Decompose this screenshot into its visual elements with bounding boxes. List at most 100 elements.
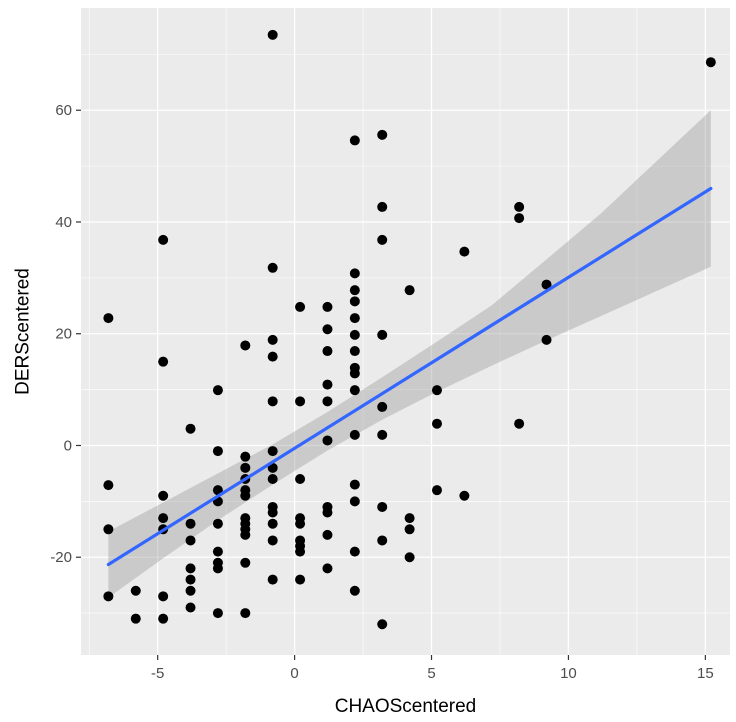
data-point: [267, 518, 278, 529]
data-point: [541, 334, 552, 345]
x-tick-label: -5: [151, 665, 164, 682]
data-point: [514, 213, 525, 224]
data-point: [349, 135, 360, 146]
data-point: [267, 29, 278, 40]
data-point: [295, 474, 306, 485]
data-point: [158, 234, 169, 245]
data-point: [431, 418, 442, 429]
data-point: [705, 57, 716, 68]
y-tick-label: 0: [64, 437, 72, 454]
data-point: [185, 602, 196, 613]
x-axis-ticks: -5 0 5 10 15: [151, 655, 714, 682]
data-point: [185, 574, 196, 585]
data-point: [349, 546, 360, 557]
data-point: [349, 479, 360, 490]
data-point: [267, 535, 278, 546]
data-point: [185, 423, 196, 434]
data-point: [377, 619, 388, 630]
data-point: [212, 446, 223, 457]
confidence-band: [108, 110, 711, 598]
x-tick-label: 5: [427, 665, 435, 682]
data-point: [295, 518, 306, 529]
data-point: [185, 518, 196, 529]
data-point: [349, 329, 360, 340]
data-point: [267, 574, 278, 585]
minor-gridlines: [81, 8, 730, 655]
data-point: [322, 346, 333, 357]
data-point: [295, 396, 306, 407]
data-point: [377, 129, 388, 140]
data-point: [459, 490, 470, 501]
data-point: [514, 418, 525, 429]
data-point: [377, 501, 388, 512]
data-point: [295, 574, 306, 585]
data-point: [103, 480, 114, 491]
data-point: [322, 435, 333, 446]
data-point: [185, 563, 196, 574]
data-point: [158, 513, 169, 524]
data-point: [349, 285, 360, 296]
data-point: [349, 296, 360, 307]
data-point: [349, 429, 360, 440]
data-point: [130, 613, 141, 624]
data-point: [212, 608, 223, 619]
data-point: [322, 301, 333, 312]
data-point: [377, 401, 388, 412]
major-gridlines: [81, 8, 730, 655]
data-point: [404, 285, 415, 296]
data-point: [267, 351, 278, 362]
data-point: [158, 356, 169, 367]
data-point: [267, 396, 278, 407]
x-tick-label: 0: [290, 665, 298, 682]
data-point: [322, 563, 333, 574]
data-point: [212, 563, 223, 574]
data-point: [240, 490, 251, 501]
data-point: [103, 591, 114, 602]
data-point: [240, 462, 251, 473]
data-point: [267, 507, 278, 518]
data-points: [103, 29, 716, 630]
data-point: [295, 301, 306, 312]
data-point: [322, 529, 333, 540]
data-point: [377, 429, 388, 440]
data-point: [212, 385, 223, 396]
data-point: [514, 201, 525, 212]
data-point: [158, 490, 169, 501]
x-tick-label: 10: [560, 665, 577, 682]
data-point: [240, 451, 251, 462]
data-point: [459, 246, 470, 257]
data-point: [267, 334, 278, 345]
y-axis-title: DERScentered: [13, 268, 34, 395]
data-point: [295, 546, 306, 557]
data-point: [185, 535, 196, 546]
data-point: [322, 379, 333, 390]
data-point: [158, 613, 169, 624]
data-point: [431, 485, 442, 496]
data-point: [377, 234, 388, 245]
y-tick-label: 20: [55, 326, 72, 343]
data-point: [240, 608, 251, 619]
data-point: [158, 591, 169, 602]
data-point: [349, 496, 360, 507]
plot-panel: [81, 8, 730, 655]
data-point: [240, 557, 251, 568]
y-tick-label: 60: [55, 102, 72, 119]
data-point: [349, 268, 360, 279]
data-point: [240, 529, 251, 540]
data-point: [349, 313, 360, 324]
y-axis-ticks: -20 0 20 40 60: [50, 102, 81, 566]
data-point: [322, 507, 333, 518]
data-point: [240, 340, 251, 351]
data-point: [349, 346, 360, 357]
data-point: [349, 385, 360, 396]
data-point: [103, 313, 114, 324]
data-point: [212, 518, 223, 529]
data-point: [267, 446, 278, 457]
regression-line: [106, 186, 713, 567]
data-point: [404, 513, 415, 524]
data-point: [349, 585, 360, 596]
data-point: [377, 329, 388, 340]
data-point: [322, 396, 333, 407]
